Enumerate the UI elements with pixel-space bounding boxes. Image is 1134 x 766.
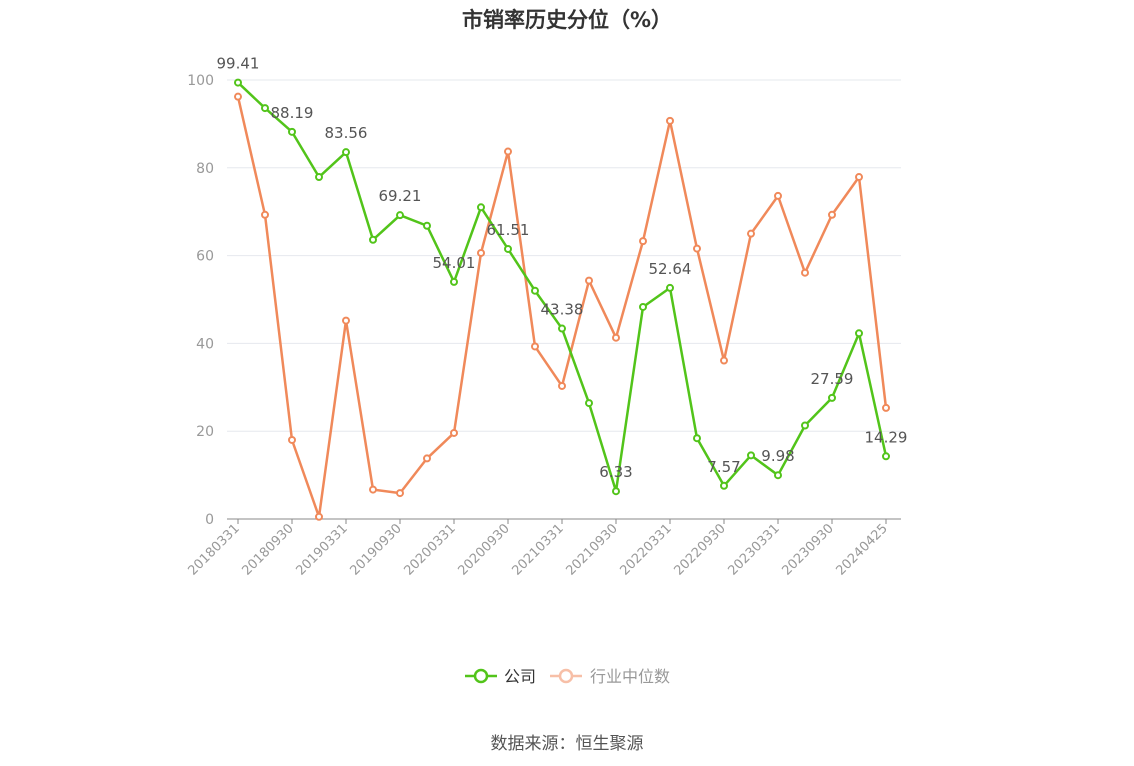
data-point — [801, 268, 809, 277]
data-label: 27.59 — [811, 370, 854, 388]
data-label: 99.41 — [217, 55, 260, 73]
data-point — [342, 316, 350, 325]
data-point — [369, 235, 377, 244]
data-point — [261, 104, 269, 113]
x-tick-label: 20220331 — [617, 521, 674, 578]
data-point — [585, 399, 593, 408]
x-tick-label: 20220930 — [671, 521, 728, 578]
x-tick-label: 20190331 — [293, 521, 350, 578]
data-point — [828, 210, 836, 219]
data-point — [774, 191, 782, 200]
x-tick-label: 20190930 — [347, 521, 404, 578]
data-point — [504, 244, 512, 253]
data-point — [477, 248, 485, 257]
data-source: 数据来源：恒生聚源 — [490, 734, 644, 754]
data-label: 6.33 — [599, 463, 632, 481]
data-point — [855, 173, 863, 182]
data-point — [315, 173, 323, 182]
data-point — [342, 148, 350, 157]
data-point — [693, 244, 701, 253]
x-tick-label: 20230331 — [725, 521, 782, 578]
data-point — [747, 229, 755, 238]
legend-industry-label: 行业中位数 — [590, 667, 670, 686]
data-point — [396, 211, 404, 220]
data-point — [666, 283, 674, 292]
data-point — [747, 451, 755, 460]
data-point — [558, 324, 566, 333]
data-point — [396, 489, 404, 498]
data-point — [612, 487, 620, 496]
data-point — [261, 210, 269, 219]
data-point — [882, 403, 890, 412]
y-tick-label: 80 — [196, 161, 214, 177]
data-label: 7.57 — [707, 458, 740, 476]
data-label: 52.64 — [649, 260, 692, 278]
data-point — [585, 276, 593, 285]
data-point — [234, 78, 242, 87]
data-point — [720, 356, 728, 365]
data-point — [234, 92, 242, 101]
x-tick-label: 20210331 — [509, 521, 566, 578]
data-point — [720, 481, 728, 490]
data-point — [828, 393, 836, 402]
data-point — [450, 428, 458, 437]
data-point — [666, 116, 674, 125]
data-point — [288, 127, 296, 136]
data-label: 88.19 — [271, 104, 314, 122]
data-point — [288, 435, 296, 444]
data-point — [504, 147, 512, 156]
x-tick-label: 20210930 — [563, 521, 620, 578]
series-line — [237, 81, 888, 493]
data-label: 69.21 — [379, 187, 422, 205]
y-tick-label: 100 — [187, 73, 214, 89]
y-tick-label: 40 — [196, 336, 214, 352]
data-label: 43.38 — [541, 301, 584, 319]
data-point — [612, 333, 620, 342]
x-tick-label: 20180930 — [239, 521, 296, 578]
x-tick-label: 20200930 — [455, 521, 512, 578]
data-point — [801, 421, 809, 430]
data-point — [639, 302, 647, 311]
data-point — [855, 329, 863, 338]
data-point — [369, 485, 377, 494]
data-point — [423, 454, 431, 463]
data-point — [450, 277, 458, 286]
x-tick-label: 20230930 — [779, 521, 836, 578]
y-tick-label: 60 — [196, 249, 214, 265]
y-tick-label: 20 — [196, 424, 214, 440]
y-tick-label: 0 — [205, 512, 214, 528]
x-tick-label: 20200331 — [401, 521, 458, 578]
chart-title: 市销率历史分位（%） — [461, 8, 673, 32]
x-tick-label: 20180331 — [185, 521, 242, 578]
data-label: 83.56 — [325, 124, 368, 142]
data-label: 9.98 — [761, 447, 794, 465]
data-point — [531, 342, 539, 351]
legend-industry-marker — [558, 668, 574, 684]
data-label: 61.51 — [487, 221, 530, 239]
data-point — [774, 471, 782, 480]
data-point — [423, 221, 431, 230]
data-point — [693, 434, 701, 443]
data-label: 14.29 — [865, 428, 908, 446]
data-point — [477, 203, 485, 212]
legend-company-label: 公司 — [504, 667, 536, 686]
data-label: 54.01 — [433, 254, 476, 272]
x-tick-label: 20240425 — [833, 521, 890, 578]
data-point — [558, 381, 566, 390]
data-point — [882, 452, 890, 461]
data-point — [639, 237, 647, 246]
data-point — [315, 512, 323, 521]
legend-company-marker — [473, 668, 489, 684]
data-point — [531, 286, 539, 295]
